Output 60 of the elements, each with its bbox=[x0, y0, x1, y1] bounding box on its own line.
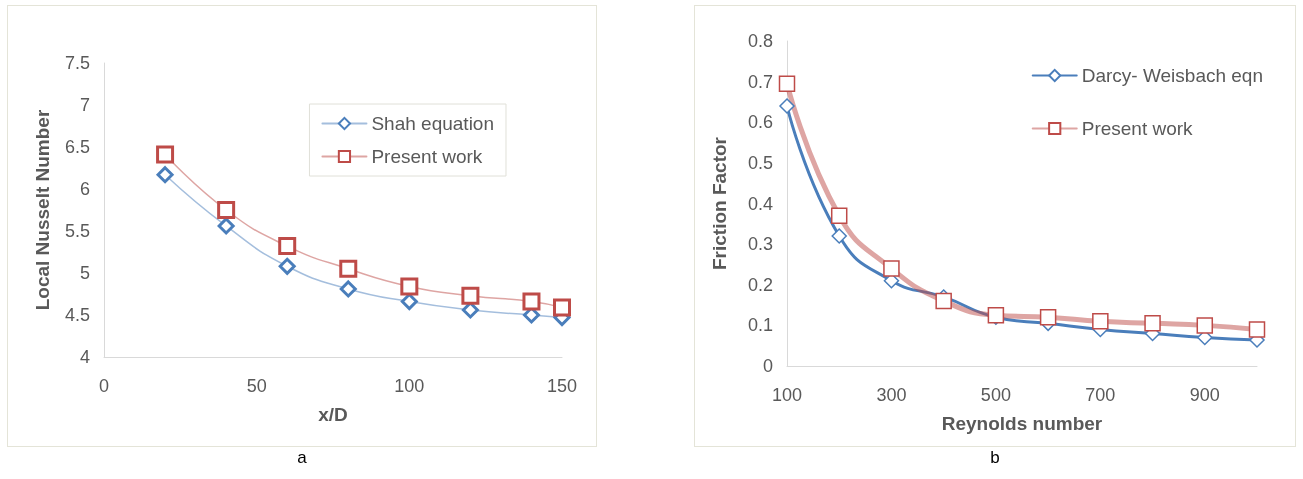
point bbox=[339, 280, 357, 298]
point bbox=[1144, 315, 1161, 332]
x-axis-title: x/D bbox=[318, 404, 348, 425]
y-tick-label: 0 bbox=[762, 356, 773, 376]
legend-label: Darcy- Weisbach eqn bbox=[1081, 65, 1263, 86]
point bbox=[1196, 317, 1214, 334]
x-tick-label: 50 bbox=[246, 376, 267, 396]
y-tick-label: 6.5 bbox=[64, 137, 90, 157]
point bbox=[278, 237, 297, 256]
y-tick-label: 0.6 bbox=[747, 112, 773, 133]
x-tick-label: 300 bbox=[876, 385, 907, 405]
x-tick-label: 150 bbox=[546, 376, 578, 396]
x-tick-label: 100 bbox=[771, 385, 803, 405]
point bbox=[217, 201, 236, 219]
point bbox=[400, 293, 418, 311]
point bbox=[779, 98, 795, 114]
point bbox=[1248, 321, 1266, 338]
point bbox=[217, 217, 235, 235]
point bbox=[339, 259, 358, 278]
y-tick-label: 7.5 bbox=[64, 53, 90, 73]
point bbox=[935, 292, 952, 310]
legend-label: Shah equation bbox=[371, 113, 495, 134]
point bbox=[830, 207, 848, 224]
y-axis-title: Local Nusselt Number bbox=[32, 109, 53, 311]
point bbox=[1092, 313, 1109, 330]
point bbox=[1039, 309, 1057, 326]
y-tick-label: 0.1 bbox=[747, 315, 773, 336]
text: b bbox=[989, 448, 1001, 468]
y-axis-title: Friction Factor bbox=[709, 136, 730, 271]
y-tick-label: 0.2 bbox=[747, 274, 773, 295]
point bbox=[156, 145, 175, 164]
point bbox=[278, 257, 296, 275]
x-axis-title: Reynolds number bbox=[941, 413, 1103, 434]
y-tick-label: 0.7 bbox=[747, 71, 773, 92]
x-tick-label: 900 bbox=[1189, 385, 1220, 405]
x-tick-label: 700 bbox=[1085, 385, 1116, 405]
y-tick-label: 7 bbox=[79, 95, 90, 115]
y-tick-label: 0.5 bbox=[747, 152, 773, 173]
point bbox=[522, 292, 541, 311]
text: a bbox=[296, 448, 308, 468]
y-tick-label: 5.5 bbox=[64, 221, 90, 241]
y-tick-label: 4 bbox=[79, 347, 90, 367]
y-tick-label: 0.4 bbox=[747, 193, 773, 214]
y-tick-label: 0.3 bbox=[747, 234, 773, 255]
point bbox=[461, 286, 480, 305]
point bbox=[400, 277, 419, 296]
x-tick-label: 500 bbox=[980, 385, 1011, 405]
y-tick-label: 0.8 bbox=[747, 31, 773, 51]
y-tick-label: 4.5 bbox=[64, 305, 90, 325]
point bbox=[553, 298, 571, 317]
y-tick-label: 5 bbox=[79, 263, 90, 283]
point bbox=[778, 75, 796, 92]
x-tick-label: 100 bbox=[394, 376, 425, 396]
point bbox=[831, 228, 847, 244]
point bbox=[883, 260, 900, 277]
y-tick-label: 6 bbox=[79, 179, 90, 199]
point bbox=[156, 166, 174, 184]
legend-label: Present work bbox=[371, 146, 483, 167]
legend-label: Present work bbox=[1081, 118, 1194, 139]
x-tick-label: 0 bbox=[98, 376, 110, 396]
